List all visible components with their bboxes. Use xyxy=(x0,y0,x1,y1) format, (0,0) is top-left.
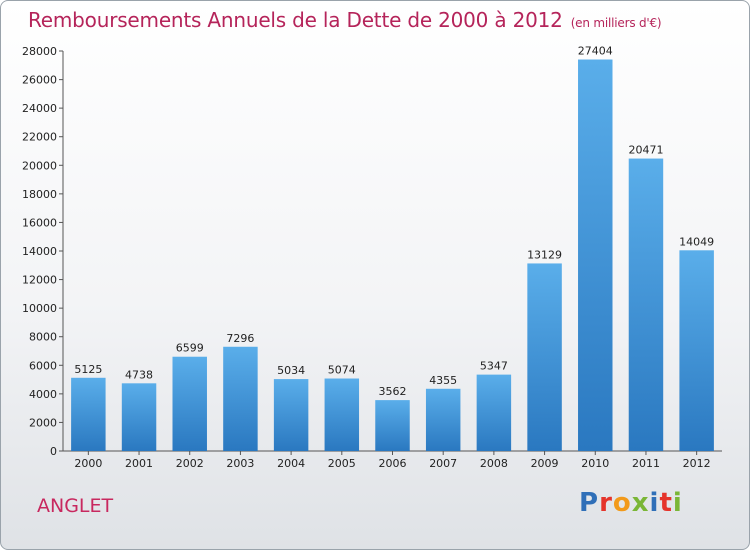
logo-letter: r xyxy=(599,488,613,518)
y-tick-label: 20000 xyxy=(22,159,57,172)
y-tick-label: 16000 xyxy=(22,216,57,229)
x-tick-label: 2002 xyxy=(176,457,204,470)
bar-2006 xyxy=(375,400,410,451)
value-label: 4355 xyxy=(429,374,457,387)
value-label: 20471 xyxy=(628,144,663,157)
y-tick-label: 2000 xyxy=(29,416,57,429)
y-tick-label: 14000 xyxy=(22,245,57,258)
x-tick-label: 2007 xyxy=(429,457,457,470)
bar-2007 xyxy=(425,388,461,451)
bar-2012 xyxy=(679,250,714,451)
logo-letter: o xyxy=(612,488,632,518)
bar-2002 xyxy=(172,356,207,451)
y-axis: 0 2000 4000 6000 8000 10000 12000 14000 16000 180… xyxy=(22,45,64,458)
bar-2001 xyxy=(121,383,157,451)
value-label: 5347 xyxy=(480,360,508,373)
value-label: 13129 xyxy=(527,248,562,261)
logo-letter: t xyxy=(659,488,673,518)
chart-title-text: Remboursements Annuels de la Dette de 20… xyxy=(28,8,563,32)
y-tick-label: 28000 xyxy=(22,45,57,58)
city-label: ANGLET xyxy=(37,495,114,517)
y-tick-label: 8000 xyxy=(29,331,57,344)
logo-letter: i xyxy=(672,488,683,518)
y-tick-label: 24000 xyxy=(22,102,57,115)
logo-letter: P xyxy=(579,488,600,518)
x-tick-label: 2008 xyxy=(480,457,508,470)
value-label: 5074 xyxy=(328,364,356,377)
value-labels: 5125 4738 6599 7296 5034 5074 3562 4355 5347 1312… xyxy=(74,45,714,399)
bar-2009 xyxy=(527,263,562,451)
bar-2003 xyxy=(223,346,258,451)
y-tick-label: 26000 xyxy=(22,74,57,87)
value-label: 7296 xyxy=(226,332,254,345)
y-tick-label: 22000 xyxy=(22,131,57,144)
bar-2005 xyxy=(324,378,360,451)
y-tick-label: 0 xyxy=(50,445,57,458)
bar-2010 xyxy=(578,59,613,452)
x-tick-label: 2011 xyxy=(632,457,660,470)
y-tick-label: 4000 xyxy=(29,388,57,401)
proxiti-logo: Proxiti xyxy=(579,488,683,518)
value-label: 3562 xyxy=(379,385,407,398)
bar-2004 xyxy=(273,379,309,451)
value-label: 6599 xyxy=(176,342,204,355)
value-label: 5034 xyxy=(277,364,305,377)
bars xyxy=(71,59,714,452)
value-label: 4738 xyxy=(125,368,153,381)
x-tick-label: 2001 xyxy=(125,457,153,470)
logo-letter: i xyxy=(649,488,660,518)
y-tick-label: 12000 xyxy=(22,274,57,287)
bar-2008 xyxy=(476,374,512,451)
x-tick-label: 2012 xyxy=(683,457,711,470)
x-axis: 2000 2001 2002 2003 2004 2005 2006 2007 2008 2009… xyxy=(63,450,722,470)
x-tick-label: 2006 xyxy=(379,457,407,470)
value-label: 14049 xyxy=(679,235,714,248)
y-tick-label: 6000 xyxy=(29,359,57,372)
bar-2000 xyxy=(71,377,106,451)
y-tick-label: 10000 xyxy=(22,302,57,315)
logo-letter: x xyxy=(631,488,650,518)
x-tick-label: 2000 xyxy=(74,457,102,470)
bar-2011 xyxy=(628,158,664,452)
x-tick-label: 2004 xyxy=(277,457,305,470)
chart-subtitle: (en milliers d'€) xyxy=(570,16,662,30)
chart-title: Remboursements Annuels de la Dette de 20… xyxy=(28,8,662,32)
x-tick-label: 2005 xyxy=(328,457,356,470)
x-tick-label: 2003 xyxy=(226,457,254,470)
x-tick-label: 2010 xyxy=(581,457,609,470)
x-tick-label: 2009 xyxy=(531,457,559,470)
value-label: 27404 xyxy=(578,45,613,58)
value-label: 5125 xyxy=(74,363,102,376)
y-tick-label: 18000 xyxy=(22,188,57,201)
